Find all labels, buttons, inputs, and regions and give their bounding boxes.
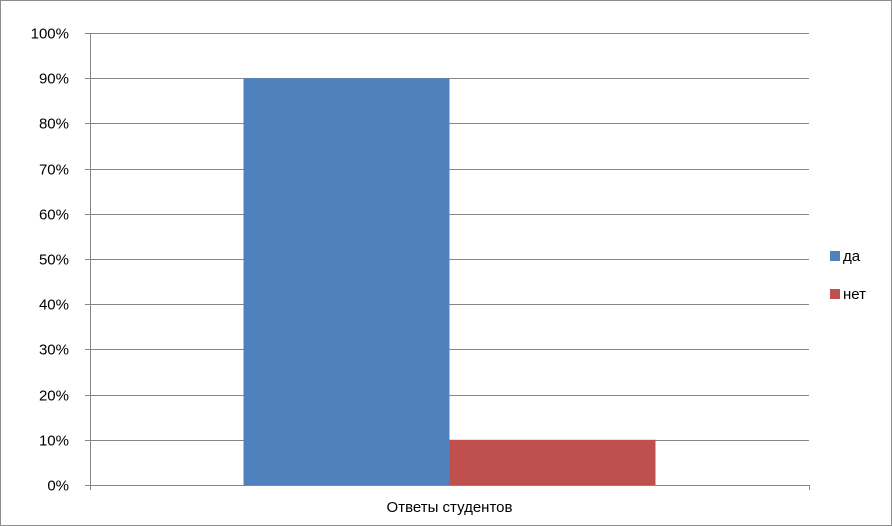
y-tick-label: 70% [39,162,69,179]
bars [243,78,656,485]
x-tick-labels: Ответы студентов [387,499,513,516]
y-tick-label: 0% [47,478,69,495]
y-tick-label: 10% [39,433,69,450]
y-tick-label: 20% [39,388,69,405]
y-tick-label: 50% [39,252,69,269]
y-tick-label: 60% [39,207,69,224]
x-tick-label: Ответы студентов [387,499,513,516]
y-tick-label: 90% [39,71,69,88]
legend-label-нет: нет [843,286,866,303]
legend: да нет [830,248,866,303]
legend-swatch-нет [830,289,840,299]
bar-нет [449,439,656,485]
y-tick-label: 30% [39,342,69,359]
y-tick-label: 80% [39,116,69,133]
y-tick-label: 100% [31,26,69,43]
legend-label-да: да [843,248,861,265]
axes [85,33,810,490]
bar-да [243,78,450,485]
y-tick-label: 40% [39,297,69,314]
y-tick-labels: 0% 10% 20% 30% 40% 50% 60% 70% 80% 90% 100% [31,26,69,495]
legend-swatch-да [830,251,840,261]
